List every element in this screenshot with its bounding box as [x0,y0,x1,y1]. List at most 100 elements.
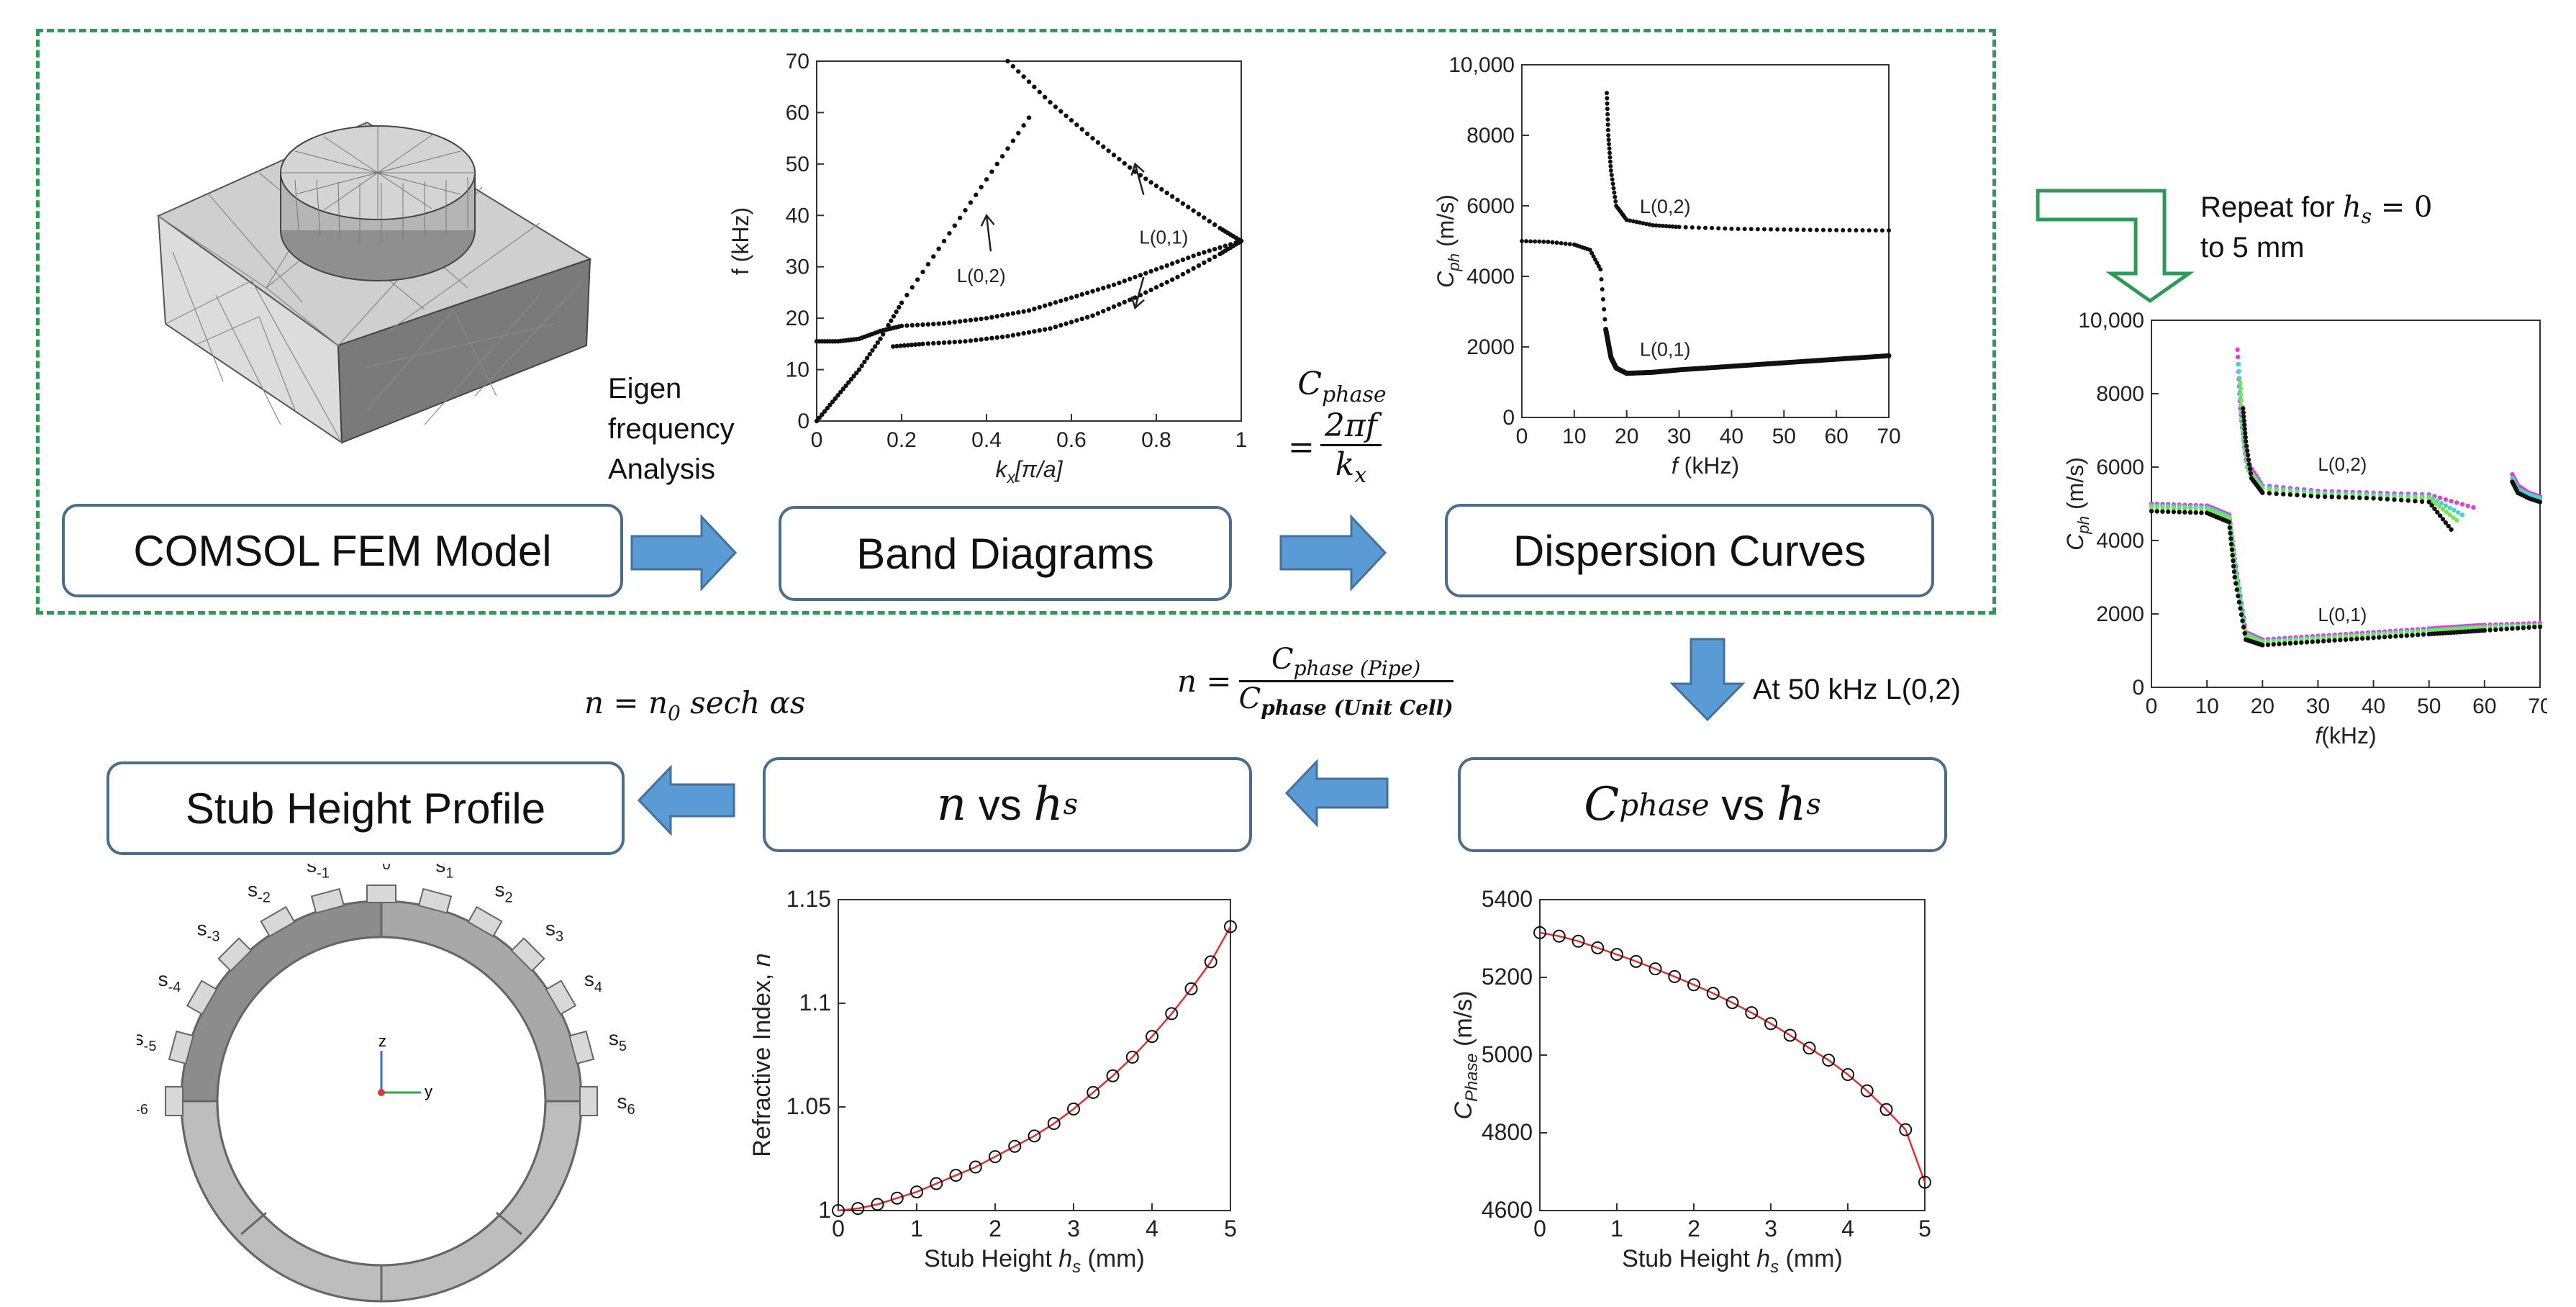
dispersion-point [1834,227,1839,232]
repeat-point [2248,471,2254,476]
repeat-point [2242,426,2247,432]
repeat-point [2199,507,2204,512]
stub-block [168,1030,194,1065]
band-point [1021,123,1026,128]
repeat-point [2239,612,2244,618]
repeat-point [2413,495,2418,500]
stub-label: s2 [494,879,512,906]
repeat-point [2449,527,2454,532]
dispersion-point [1605,112,1610,117]
band-point [838,389,843,395]
repeat-point [2382,634,2387,640]
refractive-marker [949,1169,963,1182]
dispersion-point [1660,223,1665,228]
dispersion-point [1666,224,1672,229]
stub-block [366,885,396,903]
repeat-point [2343,494,2349,500]
repeat-point [2242,430,2248,436]
band-diagrams-box: Band Diagrams [779,506,1232,601]
dispersion-point [1608,163,1613,168]
x-axis-label: Stub Height hs (mm) [1622,1245,1843,1277]
band-point [904,292,910,298]
refractive-marker [1184,982,1198,995]
dispersion-point [1755,227,1760,232]
band-point [952,339,957,345]
dispersion-point [1867,228,1872,233]
repeat-point [2437,513,2443,518]
band-point [1069,295,1074,300]
dispersion-point [1602,317,1607,322]
cphase-marker [1706,987,1720,1000]
cphase-marker [1552,929,1566,943]
repeat-point [2405,498,2411,503]
band-point [1016,309,1021,315]
stub-label: s1 [435,864,453,882]
band-annotation: L(0,2) [957,265,1006,286]
stub [217,937,253,972]
band-point [952,223,957,228]
band-point [902,343,907,348]
repeat-point [2287,641,2293,646]
repeat-point [2238,606,2243,611]
repeat-point [2234,587,2239,592]
repeat-point [2271,642,2276,647]
dispersion-point [1782,227,1787,232]
band-point [870,348,875,353]
band-point [1101,144,1106,149]
repeat-point [2171,505,2177,511]
eigen-label-line1: Eigen [608,373,682,404]
repeat-point [2242,630,2247,636]
y-tick-label: 4600 [1482,1197,1533,1223]
repeat-point [2299,640,2304,645]
repeat-point [2231,558,2236,564]
cphase-marker [1668,969,1682,983]
repeat-point [2236,593,2241,599]
band-point [1138,273,1143,278]
repeat-point [2236,600,2242,605]
band-point [1169,194,1175,199]
y-tick-label: 6000 [1466,194,1515,218]
band-point [1180,271,1186,277]
dispersion-point [1703,225,1707,230]
band-point [1196,212,1202,217]
repeat-point [2308,493,2313,499]
band-point [835,393,840,398]
x-tick-label: 3 [1764,1216,1777,1242]
band-point [1010,138,1016,143]
x-tick-label: 10 [1562,425,1586,448]
band-point [915,277,920,282]
dispersion-point [1749,227,1754,232]
cphase-marker [1725,996,1739,1010]
band-point [936,246,941,251]
repeat-point [2510,626,2515,631]
y-tick-label: 0 [2132,676,2144,700]
dispersion-point [1775,227,1780,232]
dispersion-point [1795,227,1800,232]
band-point [974,317,979,322]
band-point [1180,201,1186,206]
repeat-point [2267,491,2272,496]
repeat-point [2521,625,2526,630]
x-tick-label: 5 [1224,1216,1237,1242]
stub-label: s0 [372,864,390,873]
repeat-point [2357,495,2362,500]
repeat-point [2177,510,2182,515]
dispersion-point [1550,240,1555,245]
dispersion-point [1546,239,1551,244]
x-tick-label: 0.8 [1141,428,1171,452]
dispersion-point [1887,228,1891,233]
band-point [1101,309,1106,314]
n-ratio-num-sub: phase (Pipe) [1293,656,1421,680]
band-point [936,321,941,326]
stub-block [310,887,345,914]
stub [186,980,218,1016]
dispersion-curves-box: Dispersion Curves [1445,504,1934,597]
repeat-point [2437,495,2443,500]
band-point [925,261,931,267]
dispersion-point [1609,173,1614,178]
stub [168,1030,194,1065]
x-tick-label: 5 [1918,1216,1931,1242]
